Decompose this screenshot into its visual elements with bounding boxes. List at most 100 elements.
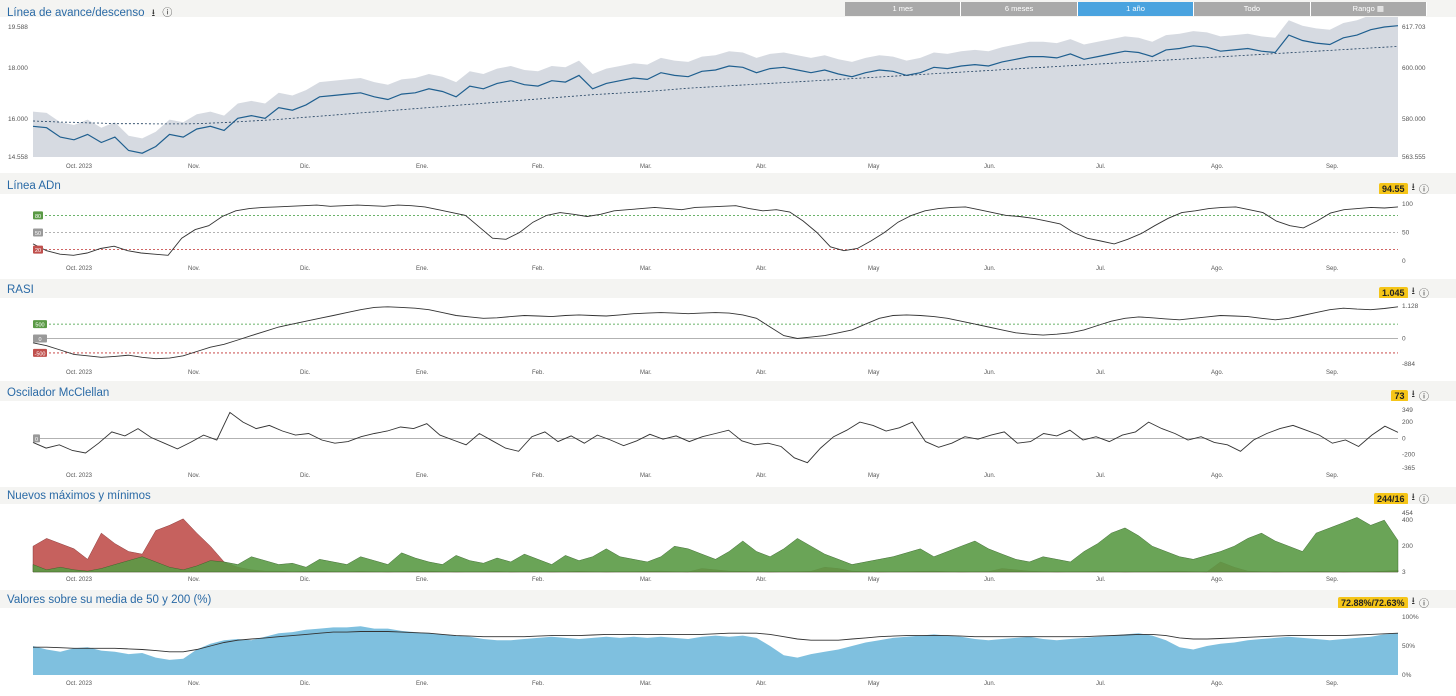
- calendar-icon: ▦: [1376, 4, 1384, 13]
- help-icon[interactable]: ⓘ: [1419, 599, 1429, 610]
- month-label: Jul.: [1096, 266, 1106, 272]
- month-label: Jul.: [1096, 681, 1106, 687]
- right-tick-label: 100: [1402, 201, 1413, 208]
- help-icon[interactable]: ⓘ: [162, 8, 173, 19]
- right-tick-label: 0%: [1402, 672, 1412, 679]
- month-label: May: [868, 164, 879, 170]
- right-tick-label: 3: [1402, 569, 1406, 576]
- download-icon[interactable]: ⭳: [1411, 286, 1416, 297]
- right-tick-label: -365: [1402, 465, 1415, 472]
- panel-bg: [0, 401, 1456, 487]
- above-ma-chart: 100% 50% 0% Oct. 2023 Nov. Dic. Ene. Feb. Mar. Ab…: [0, 608, 1456, 696]
- panel-title: Oscilador McClellan: [7, 387, 109, 399]
- month-label: Dic.: [300, 370, 311, 376]
- above-200ma-series: [33, 631, 1399, 653]
- month-label: Ene.: [416, 164, 429, 170]
- month-label: Feb.: [532, 164, 544, 170]
- month-label: Jun.: [984, 370, 996, 376]
- month-label: Nov.: [188, 681, 200, 687]
- month-label: Feb.: [532, 266, 544, 272]
- threshold-badge: [33, 245, 43, 254]
- right-tick-label: 50: [1402, 230, 1410, 237]
- threshold-label: 20: [35, 248, 41, 254]
- right-tick-label: 100%: [1402, 614, 1419, 621]
- threshold-label: 500: [35, 323, 44, 329]
- rasi-series: [32, 306, 1399, 360]
- month-label: Nov.: [188, 370, 200, 376]
- above-50ma-area: [33, 626, 1398, 675]
- threshold-label: 80: [35, 214, 41, 220]
- month-label: Ene.: [416, 473, 429, 479]
- help-icon[interactable]: ⓘ: [1419, 495, 1429, 506]
- month-label: Feb.: [532, 473, 544, 479]
- panel-mcclellan: Oscilador McClellan 73 ⭳ ⓘ 0 349 200 0 -200 -…: [0, 384, 1456, 487]
- month-label: Mar.: [640, 370, 652, 376]
- month-label: Jul.: [1096, 473, 1106, 479]
- value-badge: 94.55: [1378, 182, 1408, 195]
- download-icon[interactable]: ⭳: [1411, 389, 1416, 400]
- right-tick-label: 454: [1402, 510, 1413, 517]
- panel-above-ma: Valores sobre su media de 50 y 200 (%) 7…: [0, 592, 1456, 696]
- right-tick-label: 0: [1402, 435, 1406, 442]
- month-label: Jun.: [984, 266, 996, 272]
- panel-title: Línea de avance/descenso ⭳ ⓘ: [7, 4, 172, 23]
- month-label: Jul.: [1096, 370, 1106, 376]
- panel-title: Nuevos máximos y mínimos: [7, 490, 151, 502]
- left-tick-label: 18.000: [8, 65, 28, 72]
- month-label: Sep.: [1326, 370, 1339, 376]
- month-label: Jul.: [1096, 577, 1106, 583]
- month-label: Dic.: [300, 266, 311, 272]
- month-label: May: [868, 370, 879, 376]
- right-tick-label: 580.000: [1402, 116, 1426, 123]
- tab-all[interactable]: Todo: [1194, 2, 1311, 16]
- month-label: Dic.: [300, 681, 311, 687]
- right-tick-label: 200: [1402, 543, 1413, 550]
- month-label: Jun.: [984, 681, 996, 687]
- tab-6m[interactable]: 6 meses: [961, 2, 1078, 16]
- right-tick-label: 563.555: [1402, 154, 1426, 161]
- tab-1y[interactable]: 1 año: [1077, 2, 1195, 16]
- panel-highs-lows: Nuevos máximos y mínimos 244/16 ⭳ ⓘ 454 4…: [0, 488, 1456, 590]
- month-label: Nov.: [188, 266, 200, 272]
- right-tick-label: 0: [1402, 258, 1406, 265]
- download-icon[interactable]: ⭳: [1411, 492, 1416, 503]
- zero-badge: [33, 434, 40, 443]
- download-icon[interactable]: ⭳: [1411, 596, 1416, 607]
- download-icon[interactable]: ⭳: [151, 8, 156, 19]
- panel-title-text: Oscilador McClellan: [7, 387, 110, 399]
- panel-bg: [0, 504, 1456, 590]
- month-label: Abr.: [756, 266, 767, 272]
- download-icon[interactable]: ⭳: [1411, 182, 1416, 193]
- panel-bg: [0, 194, 1456, 279]
- month-label: Mar.: [640, 164, 652, 170]
- month-label: Abr.: [756, 577, 767, 583]
- help-icon[interactable]: ⓘ: [1419, 289, 1429, 300]
- month-label: Mar.: [640, 577, 652, 583]
- month-label: Jun.: [984, 164, 996, 170]
- month-label: May: [868, 681, 879, 687]
- month-label: Abr.: [756, 164, 767, 170]
- threshold-label: -500: [34, 351, 45, 357]
- tab-1m[interactable]: 1 mes: [845, 2, 962, 16]
- month-label: Feb.: [532, 577, 544, 583]
- month-label: Sep.: [1326, 681, 1339, 687]
- month-label: May: [868, 577, 879, 583]
- help-icon[interactable]: ⓘ: [1419, 185, 1429, 196]
- ad-line-series: [32, 25, 1399, 154]
- range-tabs: 1 mes 6 meses 1 año Todo Rango ▦: [845, 2, 1428, 16]
- left-tick-label: 19.588: [8, 24, 28, 31]
- value-badge: 72.88%/72.63%: [1337, 596, 1408, 609]
- month-label: Ago.: [1211, 681, 1224, 687]
- right-tick-label: 200: [1402, 419, 1413, 426]
- month-label: Oct. 2023: [66, 681, 93, 687]
- mcclellan-series: [32, 411, 1399, 464]
- month-label: Abr.: [756, 370, 767, 376]
- panel-badge-wrap: 94.55 ⭳ ⓘ: [1378, 180, 1429, 197]
- panel-rasi: RASI 1.045 ⭳ ⓘ 500 0 -500 1.128 0 -884 Oct. 20…: [0, 280, 1456, 381]
- help-icon[interactable]: ⓘ: [1419, 392, 1429, 403]
- tab-range[interactable]: Rango ▦: [1310, 2, 1428, 16]
- month-label: Ago.: [1211, 473, 1224, 479]
- month-label: May: [868, 473, 879, 479]
- panel-title-text: Valores sobre su media de 50 y 200 (%): [7, 594, 212, 606]
- threshold-label: 50: [35, 231, 41, 237]
